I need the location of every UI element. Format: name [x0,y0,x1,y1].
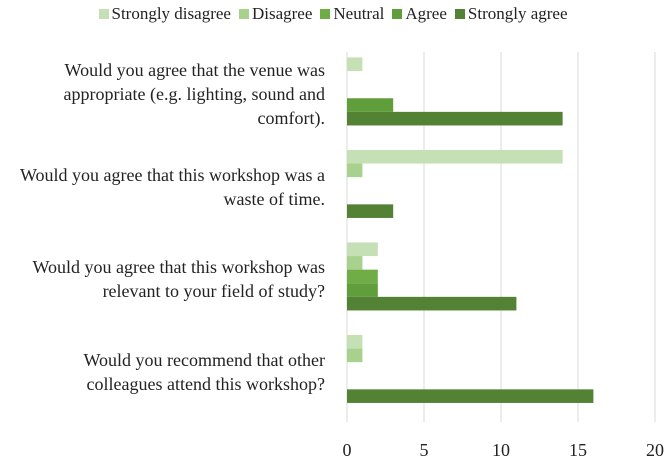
bar [347,296,517,311]
legend-swatch [320,9,331,19]
bar [347,389,594,403]
bar [347,334,363,349]
bar [347,149,563,164]
legend-label: Agree [405,4,447,23]
legend-label: Strongly disagree [111,4,231,23]
x-tick-label: 20 [646,440,664,460]
bar [347,98,394,112]
legend-item: Neutral [320,4,384,24]
legend: Strongly disagree Disagree Neutral Agree Str… [0,4,666,24]
x-tick-label: 15 [569,440,587,460]
legend-label: Neutral [333,4,385,23]
category-label: Would you agree that the venue was appro… [63,60,325,129]
bar [347,163,363,178]
category-label: Would you agree that this workshop was a… [20,164,325,209]
legend-item: Strongly agree [454,4,568,24]
legend-swatch [238,9,249,19]
legend-item: Agree [392,4,447,24]
x-tick-label: 5 [420,440,429,460]
legend-label: Strongly agree [467,4,568,23]
legend-label: Disagree [251,4,313,23]
legend-swatch [392,9,403,19]
bar [347,256,363,270]
legend-swatch [454,9,465,19]
legend-swatch [98,9,109,19]
category-label: Would you recommend that other colleague… [83,349,326,394]
bar [347,111,563,126]
bar [347,242,378,257]
x-tick-label: 0 [343,440,352,460]
bar [347,283,378,297]
bar [347,269,378,284]
category-label: Would you agree that this workshop was r… [32,257,326,302]
bar [347,57,363,72]
bar [347,204,394,218]
x-tick-label: 10 [492,440,510,460]
legend-item: Disagree [238,4,313,24]
legend-item: Strongly disagree [98,4,231,24]
bar [347,348,363,363]
